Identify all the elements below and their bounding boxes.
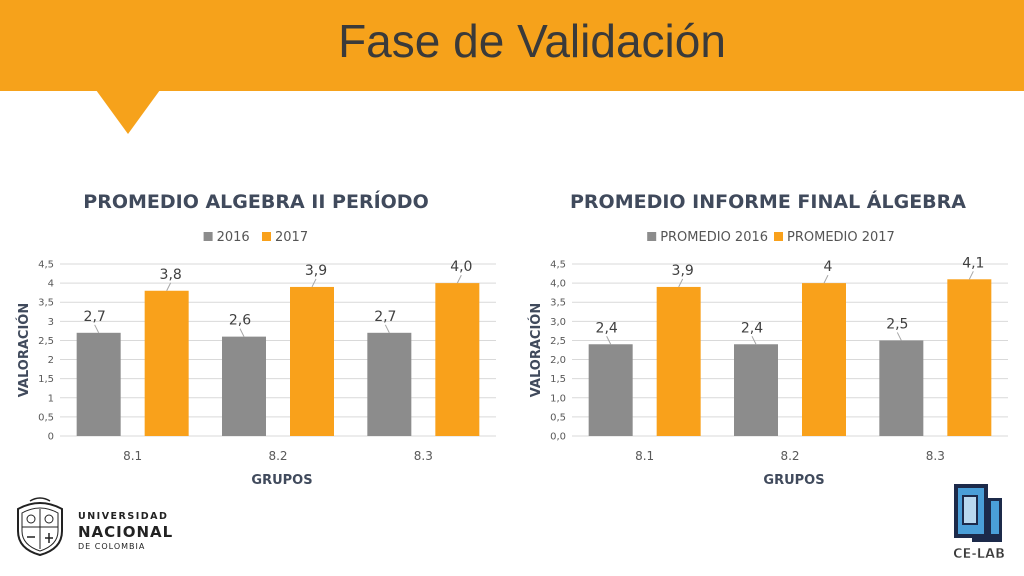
legend-label-0: PROMEDIO 2016 [660,230,768,245]
data-label: 2,4 [741,320,763,336]
data-label: 2,6 [229,313,251,329]
y-tick-label: 3 [48,317,54,328]
data-label-leader [94,324,100,334]
y-tick-label: 3,0 [550,317,566,328]
data-label: 4,1 [962,255,984,271]
chart-algebra-ii-periodo: PROMEDIO ALGEBRA II PERÍODO 2016 2017 0 0,5 1… [6,176,506,496]
bar-2017-8.3 [435,283,480,436]
slide-title: Fase de Validación [338,15,726,67]
ce-lab-logo-icon: CE-LAB [953,484,1005,562]
y-tick-label: 2,5 [38,336,54,347]
data-label-leader [311,278,317,288]
y-tick-label: 2 [48,355,54,366]
x-axis-title: GRUPOS [763,473,824,488]
chart-informe-final-algebra: PROMEDIO INFORME FINAL ÁLGEBRA PROMEDIO 2… [518,176,1018,496]
y-axis-title: VALORACIÓN [16,303,32,398]
data-label-leader [239,328,245,337]
chart-title: PROMEDIO INFORME FINAL ÁLGEBRA [570,190,966,213]
data-label-leader [751,336,757,345]
legend-swatch-0 [203,232,213,241]
chart-left-svg: PROMEDIO ALGEBRA II PERÍODO 2016 2017 0 0,5 1… [16,190,496,488]
legend-swatch-1 [774,232,783,241]
y-tick-label: 4 [48,279,54,290]
x-axis-title: GRUPOS [251,473,312,488]
y-tick-label: 2,0 [550,355,566,366]
data-label-leader [678,278,684,288]
y-tick-label: 4,0 [550,279,566,290]
bar-promedio-2017-8.1 [656,286,701,436]
bar-2017-8.2 [290,286,334,436]
bar-2016-8.2 [222,336,266,436]
title-banner [0,0,1024,91]
universidad-nacional-logo: UNIVERSIDAD NACIONAL DE COLOMBIA [12,495,192,561]
bar-2016-8.1 [76,332,121,436]
bar-promedio-2017-8.3 [947,279,992,436]
x-tick-label: 8.2 [268,449,287,463]
data-label: 3,8 [160,267,182,283]
data-label: 2,4 [596,320,618,336]
y-axis-title: VALORACIÓN [528,303,544,398]
y-tick-label: 1 [48,393,54,404]
bar-2017-8.1 [144,290,189,436]
data-label-leader [968,271,974,280]
y-tick-label: 3,5 [550,298,566,309]
data-label-leader [166,282,172,291]
y-tick-label: 0,0 [550,432,566,443]
data-label-leader [606,336,612,345]
legend-label-0: 2016 [217,230,250,245]
logo-line-universidad: UNIVERSIDAD [78,511,169,522]
data-label: 3,9 [672,263,694,279]
data-label: 2,7 [84,309,106,325]
x-tick-label: 8.2 [780,449,799,463]
data-label: 3,9 [305,263,327,279]
ce-lab-logo: CE-LAB [948,478,1010,564]
legend-swatch-0 [647,232,657,241]
x-tick-label: 8.3 [926,449,945,463]
bar-promedio-2017-8.2 [802,283,846,436]
y-tick-label: 1,5 [550,374,566,385]
legend-swatch-1 [262,232,271,241]
x-tick-label: 8.3 [414,449,433,463]
bar-promedio-2016-8.1 [588,344,633,436]
x-tick-label: 8.1 [123,449,142,463]
bar-promedio-2016-8.2 [734,344,778,436]
chart-title: PROMEDIO ALGEBRA II PERÍODO [83,190,428,213]
legend-label-1: 2017 [275,230,308,245]
data-label-leader [384,324,390,334]
y-tick-label: 1,5 [38,374,54,385]
bar-promedio-2016-8.3 [879,340,924,436]
data-label: 4 [824,259,833,275]
data-label-leader [456,274,462,284]
crest-icon [17,497,63,557]
y-tick-label: 0 [48,432,54,443]
y-tick-label: 2,5 [550,336,566,347]
y-tick-label: 4,5 [38,260,54,271]
logo-line-nacional: NACIONAL [78,523,174,541]
chart-right-svg: PROMEDIO INFORME FINAL ÁLGEBRA PROMEDIO 2… [528,190,1008,488]
banner-pointer [96,90,160,134]
data-label-leader [896,332,902,341]
data-label: 2,7 [374,309,396,325]
legend-label-1: PROMEDIO 2017 [787,230,895,245]
y-tick-label: 4,5 [550,260,566,271]
y-tick-label: 0,5 [38,412,54,423]
bar-2016-8.3 [367,332,412,436]
data-label: 4,0 [450,259,472,275]
data-label-leader [823,274,829,284]
y-tick-label: 0,5 [550,412,566,423]
data-label: 2,5 [886,316,908,332]
svg-text:CE-LAB: CE-LAB [953,547,1005,562]
y-tick-label: 3,5 [38,298,54,309]
x-tick-label: 8.1 [635,449,654,463]
y-tick-label: 1,0 [550,393,566,404]
logo-line-de-colombia: DE COLOMBIA [78,542,146,551]
